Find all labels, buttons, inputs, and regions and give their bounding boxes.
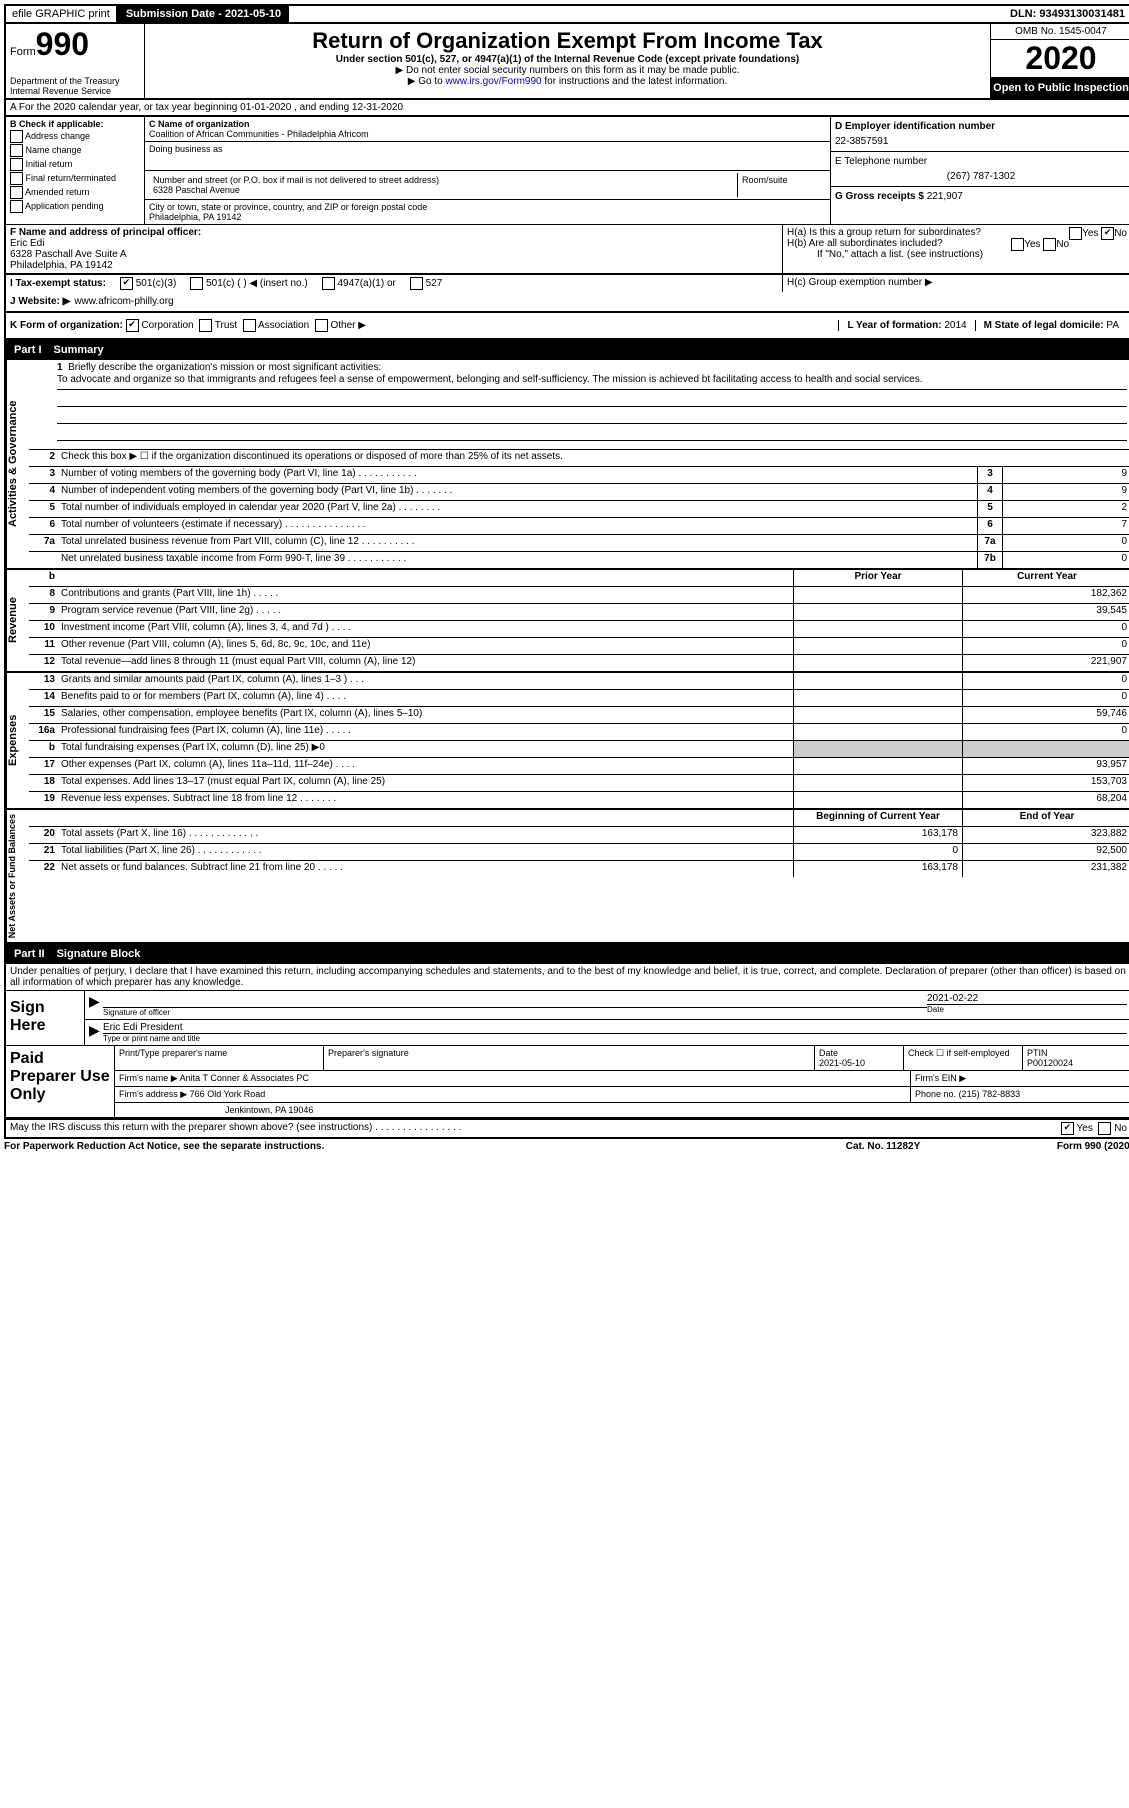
col-b: B Check if applicable: Address change Na… [6, 117, 145, 224]
row-a: A For the 2020 calendar year, or tax yea… [4, 100, 1129, 117]
omb-number: OMB No. 1545-0047 [991, 24, 1129, 40]
irs-link[interactable]: www.irs.gov/Form990 [445, 76, 541, 87]
row-k: K Form of organization: Corporation Trus… [4, 313, 1129, 340]
top-bar: efile GRAPHIC print Submission Date - 20… [4, 4, 1129, 24]
gross-receipts: 221,907 [927, 191, 963, 202]
footer: For Paperwork Reduction Act Notice, see … [4, 1139, 1129, 1154]
form-header: Form990 Department of the Treasury Inter… [4, 24, 1129, 100]
part-2-header: Part II Signature Block [4, 944, 1129, 964]
officer-signature-name: Eric Edi President [103, 1022, 1127, 1033]
website-row: J Website: ▶ www.africom-philly.org [4, 292, 1129, 313]
expenses-section: Expenses 13Grants and similar amounts pa… [4, 673, 1129, 810]
mission-text: To advocate and organize so that immigra… [57, 373, 1127, 390]
net-assets-section: Net Assets or Fund Balances Beginning of… [4, 810, 1129, 944]
part-1-header: Part I Summary [4, 340, 1129, 360]
org-name: Coalition of African Communities - Phila… [149, 129, 826, 139]
section-b-to-g: B Check if applicable: Address change Na… [4, 117, 1129, 224]
website-url[interactable]: www.africom-philly.org [74, 296, 173, 307]
revenue-section: Revenue b Prior Year Current Year 8Contr… [4, 570, 1129, 673]
form-number: Form990 [10, 26, 140, 63]
row-f-h: F Name and address of principal officer:… [4, 224, 1129, 275]
preparer-firm: Anita T Conner & Associates PC [180, 1073, 309, 1083]
officer-name: Eric Edi [10, 238, 778, 249]
telephone: (267) 787-1302 [835, 167, 1127, 182]
form-title: Return of Organization Exempt From Incom… [149, 28, 986, 54]
ein: 22-3857591 [835, 132, 1127, 147]
signature-block: Under penalties of perjury, I declare th… [4, 964, 1129, 1120]
dln: DLN: 93493130031481 [1004, 6, 1129, 22]
discuss-row: May the IRS discuss this return with the… [4, 1120, 1129, 1139]
form-subtitle: Under section 501(c), 527, or 4947(a)(1)… [149, 54, 986, 65]
governance-section: Activities & Governance 1 Briefly descri… [4, 360, 1129, 570]
submission-date: Submission Date - 2021-05-10 [118, 6, 289, 22]
city-state-zip: Philadelphia, PA 19142 [149, 212, 826, 222]
public-inspection: Open to Public Inspection [991, 78, 1129, 98]
form-note-1: ▶ Do not enter social security numbers o… [149, 65, 986, 76]
form-note-2: ▶ Go to www.irs.gov/Form990 for instruct… [149, 76, 986, 87]
street-address: 6328 Paschal Avenue [153, 185, 733, 195]
tax-year: 2020 [991, 40, 1129, 78]
efile-label[interactable]: efile GRAPHIC print [6, 6, 118, 22]
department: Department of the Treasury Internal Reve… [10, 76, 140, 96]
